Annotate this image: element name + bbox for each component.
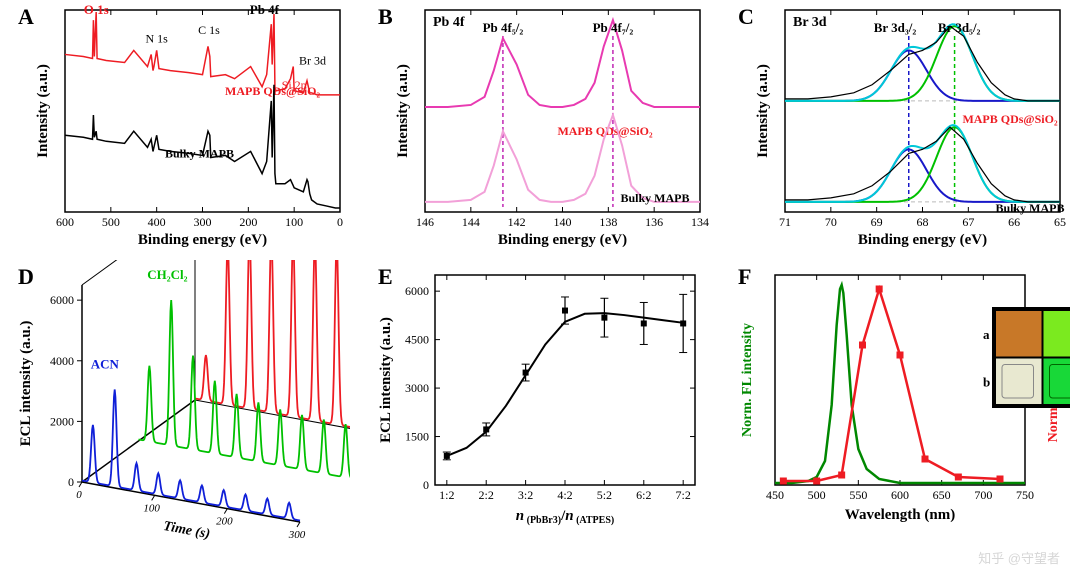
svg-text:71: 71 <box>779 215 791 229</box>
svg-text:ECL intensity (a.u.): ECL intensity (a.u.) <box>18 321 34 447</box>
svg-text:a: a <box>983 327 990 342</box>
svg-text:Bulky MAPB: Bulky MAPB <box>995 201 1064 215</box>
svg-text:65: 65 <box>1054 215 1066 229</box>
panel-c-label: C <box>738 4 754 30</box>
svg-text:N 1s: N 1s <box>145 31 168 45</box>
svg-text:6000: 6000 <box>50 293 74 307</box>
svg-text:Bulky MAPB: Bulky MAPB <box>165 146 234 160</box>
svg-text:b: b <box>983 374 990 389</box>
svg-text:500: 500 <box>102 215 120 229</box>
svg-text:144: 144 <box>462 215 480 229</box>
svg-text:100: 100 <box>285 215 303 229</box>
svg-text:CH₂Cl₂: CH₂Cl₂ <box>147 267 187 282</box>
svg-text:400: 400 <box>148 215 166 229</box>
watermark: 知乎 @守望者 <box>978 548 1060 567</box>
svg-text:550: 550 <box>849 488 867 502</box>
svg-text:0: 0 <box>423 478 429 492</box>
svg-text:Br 3d: Br 3d <box>793 15 827 30</box>
svg-text:Intensity (a.u.): Intensity (a.u.) <box>395 64 411 158</box>
svg-text:Binding energy (eV): Binding energy (eV) <box>138 232 267 248</box>
panel-d-label: D <box>18 264 34 290</box>
svg-text:0: 0 <box>76 489 82 501</box>
svg-text:Wavelength (nm): Wavelength (nm) <box>845 507 955 523</box>
svg-text:66: 66 <box>1008 215 1020 229</box>
svg-text:136: 136 <box>645 215 663 229</box>
svg-text:5:2: 5:2 <box>597 488 612 502</box>
svg-text:Intensity (a.u.): Intensity (a.u.) <box>35 64 51 158</box>
svg-text:134: 134 <box>691 215 709 229</box>
svg-text:450: 450 <box>766 488 784 502</box>
svg-text:1500: 1500 <box>405 430 429 444</box>
svg-text:146: 146 <box>416 215 434 229</box>
svg-text:70: 70 <box>825 215 837 229</box>
svg-text:140: 140 <box>554 215 572 229</box>
row-1: A 600 500 400 300 200 100 0 Binding energy (eV) I… <box>0 0 1080 260</box>
panel-e-label: E <box>378 264 393 290</box>
panel-f-label: F <box>738 264 751 290</box>
svg-text:7:2: 7:2 <box>676 488 691 502</box>
panel-d: D 0 2000 4000 6000 0 100 200 300 ECL intensity (a… <box>10 260 350 540</box>
svg-text:500: 500 <box>808 488 826 502</box>
svg-text:n (PbBr3)/n (ATPES): n (PbBr3)/n (ATPES) <box>516 508 614 526</box>
svg-text:142: 142 <box>508 215 526 229</box>
panel-a: A 600 500 400 300 200 100 0 Binding energy (eV) I… <box>10 0 350 260</box>
svg-text:68: 68 <box>917 215 929 229</box>
svg-text:Pb 4f₅/₂: Pb 4f₅/₂ <box>483 20 524 35</box>
svg-text:O 1s: O 1s <box>84 2 109 17</box>
svg-text:Br 3d₃/₂: Br 3d₃/₂ <box>874 20 917 35</box>
panel-a-label: A <box>18 4 34 30</box>
svg-text:67: 67 <box>962 215 974 229</box>
svg-text:0: 0 <box>68 475 74 489</box>
row-2: D02000400060000100200300ECL intensity (a… <box>0 260 1080 540</box>
svg-text:200: 200 <box>216 516 233 528</box>
svg-text:C 1s: C 1s <box>198 23 220 37</box>
panel-b: B 146 144 142 140 138 136 134 Binding energy (eV… <box>370 0 710 260</box>
svg-text:600: 600 <box>891 488 909 502</box>
panel-e: E 1:2 2:2 3:2 4:2 5:2 6:2 7:2 0 1500 3000 4500 6000 n… <box>370 260 710 540</box>
svg-text:4500: 4500 <box>405 333 429 347</box>
svg-text:0: 0 <box>337 215 343 229</box>
svg-text:Binding energy (eV): Binding energy (eV) <box>858 232 987 248</box>
panel-c: C 71 70 69 68 67 66 65 Binding energy (eV) Intens… <box>730 0 1070 260</box>
svg-text:4000: 4000 <box>50 354 74 368</box>
svg-text:2000: 2000 <box>50 414 74 428</box>
svg-text:200: 200 <box>239 215 257 229</box>
svg-text:MAPB QDs@SiO₂: MAPB QDs@SiO₂ <box>962 112 1058 126</box>
svg-text:Norm. FL intensity: Norm. FL intensity <box>740 323 755 437</box>
svg-text:600: 600 <box>56 215 74 229</box>
svg-text:100: 100 <box>143 502 160 514</box>
svg-text:650: 650 <box>933 488 951 502</box>
svg-text:ACN: ACN <box>91 356 120 371</box>
svg-text:Binding energy (eV): Binding energy (eV) <box>498 232 627 248</box>
svg-text:138: 138 <box>599 215 617 229</box>
svg-text:300: 300 <box>194 215 212 229</box>
svg-text:69: 69 <box>871 215 883 229</box>
svg-text:1:2: 1:2 <box>439 488 454 502</box>
svg-text:Br 3d: Br 3d <box>299 54 326 68</box>
svg-text:Si 2p: Si 2p <box>282 78 307 92</box>
svg-text:300: 300 <box>288 529 306 540</box>
panel-f: F 450 500 550 600 650 700 750 Wavelength (nm) Nor… <box>730 260 1070 540</box>
svg-text:6000: 6000 <box>405 284 429 298</box>
svg-text:750: 750 <box>1016 488 1034 502</box>
panel-b-label: B <box>378 4 393 30</box>
svg-text:3:2: 3:2 <box>518 488 533 502</box>
svg-text:Br 3d₅/₂: Br 3d₅/₂ <box>938 20 981 35</box>
svg-text:Time (s): Time (s) <box>162 519 211 540</box>
svg-text:2:2: 2:2 <box>479 488 494 502</box>
svg-text:4:2: 4:2 <box>557 488 572 502</box>
svg-text:Pb 4f: Pb 4f <box>250 2 280 17</box>
svg-text:700: 700 <box>974 488 992 502</box>
svg-text:Pb 4f₇/₂: Pb 4f₇/₂ <box>593 20 634 35</box>
svg-text:Bulky MAPB: Bulky MAPB <box>620 191 689 205</box>
svg-text:3000: 3000 <box>405 381 429 395</box>
svg-text:Pb 4f: Pb 4f <box>433 15 465 30</box>
svg-text:6:2: 6:2 <box>636 488 651 502</box>
svg-text:ECL intensity (a.u.): ECL intensity (a.u.) <box>378 317 394 443</box>
figure: A 600 500 400 300 200 100 0 Binding energy (eV) I… <box>0 0 1080 575</box>
svg-text:Intensity (a.u.): Intensity (a.u.) <box>755 64 771 158</box>
